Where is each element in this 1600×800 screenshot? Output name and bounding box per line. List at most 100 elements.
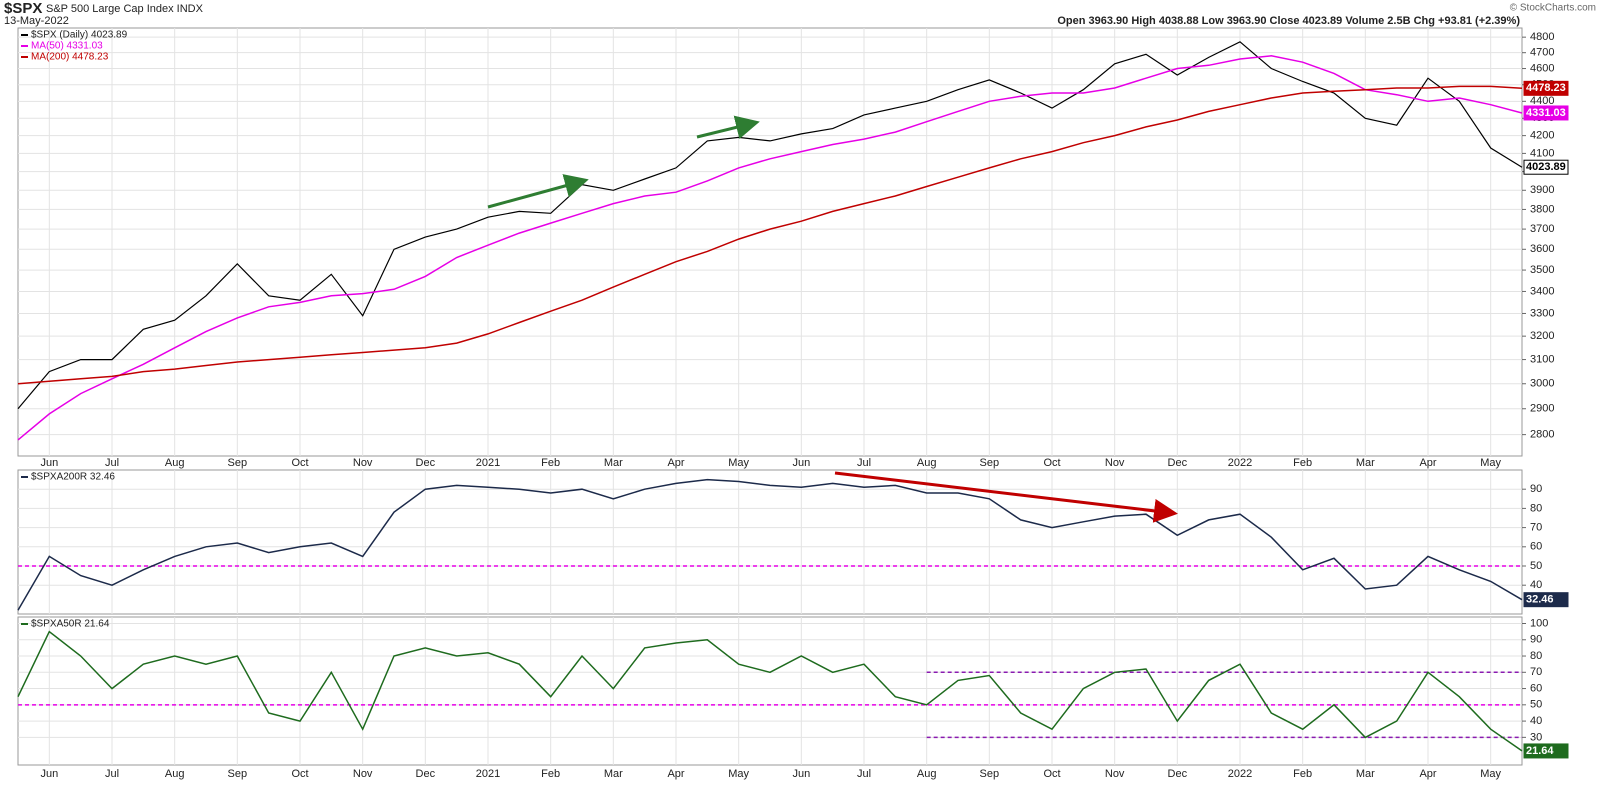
x-tick-label: Dec bbox=[1168, 768, 1188, 780]
symbol: $SPX bbox=[4, 0, 42, 17]
y-tick-label: 70 bbox=[1530, 666, 1542, 678]
trend-arrow bbox=[487, 174, 589, 209]
x-tick-label: Mar bbox=[604, 768, 623, 780]
x-tick-label: Sep bbox=[980, 457, 1000, 469]
x-tick-label: Nov bbox=[353, 768, 373, 780]
last-value-box bbox=[1523, 105, 1569, 121]
x-tick-label: Mar bbox=[1356, 457, 1375, 469]
y-tick-label: 80 bbox=[1530, 502, 1542, 514]
x-tick-label: Feb bbox=[1293, 457, 1312, 469]
last-value-label: 4478.23 bbox=[1526, 82, 1566, 94]
x-tick-label: Nov bbox=[1105, 768, 1125, 780]
y-tick-label: 60 bbox=[1530, 541, 1542, 553]
x-tick-label: Mar bbox=[1356, 768, 1375, 780]
y-tick-label: 50 bbox=[1530, 699, 1542, 711]
y-tick-label: 4600 bbox=[1530, 62, 1554, 74]
x-tick-label: Jul bbox=[105, 768, 119, 780]
x-tick-label: May bbox=[728, 457, 749, 469]
y-tick-label: 3600 bbox=[1530, 243, 1554, 255]
y-tick-label: 4200 bbox=[1530, 130, 1554, 142]
x-tick-label: Aug bbox=[165, 457, 185, 469]
trend-arrow bbox=[696, 115, 760, 139]
y-tick-label: 3800 bbox=[1530, 203, 1554, 215]
x-tick-label: Aug bbox=[165, 768, 185, 780]
x-tick-label: Feb bbox=[1293, 768, 1312, 780]
x-tick-label: Nov bbox=[353, 457, 373, 469]
x-tick-label: Mar bbox=[604, 457, 623, 469]
last-value-label: 4023.89 bbox=[1526, 161, 1566, 173]
date: 13-May-2022 bbox=[4, 15, 69, 27]
y-tick-label: 70 bbox=[1530, 522, 1542, 534]
y-tick-label: 40 bbox=[1530, 715, 1542, 727]
series-line bbox=[17, 630, 1523, 752]
x-tick-label: Jun bbox=[792, 457, 810, 469]
panel bbox=[17, 27, 1523, 457]
y-tick-label: 3000 bbox=[1530, 378, 1554, 390]
x-tick-label: Dec bbox=[416, 457, 436, 469]
last-value-box bbox=[1523, 80, 1569, 96]
legend-entry: $SPX (Daily) 4023.89 bbox=[31, 30, 128, 41]
x-tick-label: May bbox=[728, 768, 749, 780]
y-tick-label: 50 bbox=[1530, 560, 1542, 572]
y-tick-label: 90 bbox=[1530, 634, 1542, 646]
x-tick-label: Jun bbox=[40, 768, 58, 780]
x-tick-label: Aug bbox=[917, 457, 937, 469]
y-tick-label: 3100 bbox=[1530, 353, 1554, 365]
y-tick-label: 40 bbox=[1530, 579, 1542, 591]
x-tick-label: 2022 bbox=[1228, 768, 1252, 780]
legend-entry: $SPXA50R 21.64 bbox=[31, 619, 110, 630]
x-tick-label: Dec bbox=[1168, 457, 1188, 469]
x-tick-label: May bbox=[1480, 457, 1501, 469]
x-tick-label: Sep bbox=[228, 457, 248, 469]
x-tick-label: May bbox=[1480, 768, 1501, 780]
last-value-box bbox=[1523, 592, 1569, 608]
x-tick-label: Jul bbox=[105, 457, 119, 469]
y-tick-label: 60 bbox=[1530, 682, 1542, 694]
x-tick-label: Nov bbox=[1105, 457, 1125, 469]
x-tick-label: Dec bbox=[416, 768, 436, 780]
x-tick-label: Feb bbox=[541, 457, 560, 469]
index-name: S&P 500 Large Cap Index INDX bbox=[46, 3, 204, 15]
panel bbox=[17, 469, 1523, 615]
x-tick-label: 2021 bbox=[476, 768, 500, 780]
y-tick-label: 4800 bbox=[1530, 31, 1554, 43]
y-tick-label: 4100 bbox=[1530, 147, 1554, 159]
x-tick-label: Oct bbox=[291, 457, 308, 469]
x-tick-label: Jul bbox=[857, 768, 871, 780]
last-value-label: 21.64 bbox=[1526, 745, 1554, 757]
y-tick-label: 80 bbox=[1530, 650, 1542, 662]
panel bbox=[17, 616, 1523, 766]
y-tick-label: 3300 bbox=[1530, 307, 1554, 319]
x-tick-label: Apr bbox=[1419, 768, 1436, 780]
x-tick-label: 2022 bbox=[1228, 457, 1252, 469]
series-line bbox=[17, 85, 1523, 385]
last-value-box bbox=[1523, 159, 1569, 175]
legend-entry: $SPXA200R 32.46 bbox=[31, 472, 115, 483]
y-tick-label: 2900 bbox=[1530, 403, 1554, 415]
x-tick-label: 2021 bbox=[476, 457, 500, 469]
x-tick-label: Jul bbox=[857, 457, 871, 469]
last-value-box bbox=[1523, 743, 1569, 759]
y-tick-label: 3500 bbox=[1530, 264, 1554, 276]
legend-entry: MA(200) 4478.23 bbox=[31, 52, 109, 63]
series-line bbox=[17, 478, 1523, 611]
y-tick-label: 100 bbox=[1530, 617, 1548, 629]
x-tick-label: Jun bbox=[792, 768, 810, 780]
y-tick-label: 3200 bbox=[1530, 330, 1554, 342]
x-tick-label: Oct bbox=[1043, 768, 1060, 780]
x-tick-label: Jun bbox=[40, 457, 58, 469]
y-tick-label: 3900 bbox=[1530, 184, 1554, 196]
quote: Open 3963.90 High 4038.88 Low 3963.90 Cl… bbox=[1057, 15, 1520, 27]
y-tick-label: 90 bbox=[1530, 483, 1542, 495]
trend-arrow bbox=[834, 471, 1178, 523]
x-tick-label: Apr bbox=[667, 457, 684, 469]
y-tick-label: 4700 bbox=[1530, 47, 1554, 59]
plots: 2800 2900 3000 3100 3200 3300 3400 3500 3600 3700… bbox=[17, 27, 1569, 780]
y-tick-label: 3400 bbox=[1530, 285, 1554, 297]
x-tick-label: Sep bbox=[228, 768, 248, 780]
x-tick-label: Apr bbox=[1419, 457, 1436, 469]
x-tick-label: Oct bbox=[1043, 457, 1060, 469]
last-value-label: 32.46 bbox=[1526, 594, 1554, 606]
y-tick-label: 2800 bbox=[1530, 429, 1554, 441]
x-tick-label: Apr bbox=[667, 768, 684, 780]
